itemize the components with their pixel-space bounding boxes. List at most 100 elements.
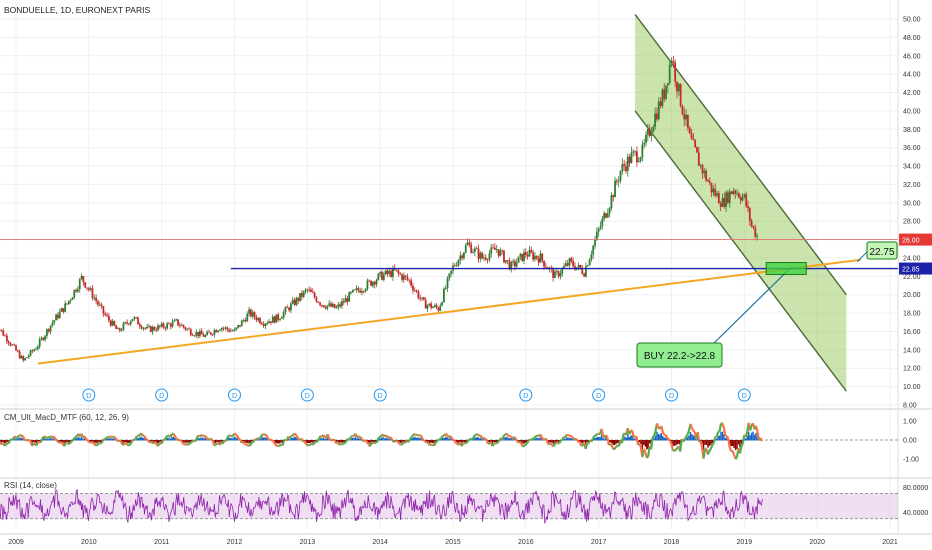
candle-body: [122, 323, 125, 330]
macd-bar: [442, 437, 444, 441]
channel-lower-line[interactable]: [634, 110, 847, 392]
candle-body: [290, 303, 292, 311]
target-callout[interactable]: 22.75: [866, 241, 898, 260]
dividend-marker[interactable]: [155, 388, 169, 402]
dividend-marker[interactable]: [519, 388, 533, 402]
candle-body: [29, 350, 32, 356]
candle-body: [752, 225, 755, 228]
candle-body: [31, 350, 34, 352]
candle-body: [705, 170, 707, 181]
macd-tick-label: 1.00: [903, 419, 917, 426]
macd-bar: [351, 437, 354, 441]
dividend-marker[interactable]: [592, 388, 606, 402]
macd-bar: [197, 437, 199, 441]
buy-zone[interactable]: [765, 262, 807, 275]
candle-body: [732, 190, 735, 194]
macd-line-segment: [491, 442, 495, 447]
macd-bar: [478, 438, 480, 441]
macd-bar: [267, 439, 269, 441]
macd-bar: [523, 440, 526, 444]
macd-line-segment: [708, 448, 712, 452]
macd-bar: [204, 438, 207, 441]
dividend-marker[interactable]: [737, 388, 751, 402]
target-pointer-line: [856, 251, 868, 262]
candle-body: [674, 62, 677, 82]
macd-bar: [309, 440, 311, 444]
macd-line-segment: [226, 435, 230, 439]
macd-bar: [580, 440, 582, 444]
candle-body: [539, 253, 542, 263]
macd-line-segment: [721, 423, 725, 429]
candle-body: [608, 207, 611, 214]
candle-body: [240, 320, 243, 327]
candle-body: [27, 355, 30, 358]
dividend-marker[interactable]: [82, 388, 96, 402]
macd-line-segment: [664, 434, 669, 439]
macd-bar: [745, 438, 747, 441]
macd-bar: [45, 439, 48, 441]
macd-bar: [549, 440, 552, 443]
candle-body: [648, 129, 651, 136]
macd-line-segment: [605, 434, 609, 439]
macd-bar: [111, 438, 113, 441]
macd-bar: [128, 440, 131, 443]
macd-line-segment: [298, 438, 301, 441]
price-tick-label: 44.00: [903, 72, 921, 79]
macd-line-segment: [749, 425, 753, 431]
price-tags: 26.00 22.85: [899, 233, 932, 275]
candle-body: [89, 288, 92, 290]
macd-bar: [76, 437, 78, 441]
macd-bar: [296, 438, 298, 441]
candle-body: [42, 337, 45, 340]
dividend-marker[interactable]: [373, 388, 387, 402]
macd-bar: [624, 436, 626, 441]
macd-bar: [474, 437, 476, 441]
macd-line-segment: [231, 434, 234, 438]
macd-bar: [236, 437, 239, 441]
macd-bar: [755, 432, 757, 441]
dividend-marker[interactable]: [228, 388, 241, 402]
macd-bar: [628, 437, 630, 441]
macd-bar: [369, 440, 371, 444]
support-trendline[interactable]: [37, 258, 861, 365]
dividend-marker[interactable]: [665, 388, 678, 402]
macd-bar: [567, 437, 569, 441]
candle-body: [676, 81, 678, 92]
price-axis[interactable]: 50.00 48.00 46.00 44.00 42.00 40.00 38.00 36.00…: [903, 17, 928, 517]
candle-body: [140, 326, 143, 329]
macd-bar: [599, 437, 601, 441]
buy-zone-rect[interactable]: [765, 262, 807, 275]
macd-line-segment: [608, 442, 612, 446]
last-price-tag-text: 26.00: [902, 238, 920, 245]
candle-body: [215, 330, 218, 333]
dividend-marker-label: D: [305, 393, 310, 400]
macd-bar: [431, 440, 434, 443]
macd-bar: [685, 438, 687, 441]
macd-bar: [689, 431, 692, 441]
candle-body: [590, 254, 593, 260]
macd-line-segment: [130, 439, 134, 444]
time-axis[interactable]: 2009 2010 2011 2012 2013 2014 2015 2016 2017 2018…: [8, 539, 898, 546]
buy-callout[interactable]: BUY 22.2->22.8: [636, 342, 723, 368]
macd-bar: [230, 438, 233, 441]
macd-line-segment: [332, 438, 336, 442]
candle-body: [492, 247, 494, 249]
candle-body: [583, 273, 585, 277]
macd-line-segment: [21, 434, 25, 438]
candle-body: [62, 308, 65, 312]
macd-line-segment: [347, 437, 351, 441]
candle-body: [519, 253, 522, 257]
candle-body: [199, 330, 201, 337]
macd-line-segment: [558, 439, 562, 444]
candle-body: [534, 255, 536, 260]
macd-line-segment: [666, 436, 670, 440]
candle-body: [734, 190, 737, 194]
macd-bar: [232, 437, 234, 441]
macd-bar: [324, 438, 326, 441]
macd-bar: [219, 440, 221, 443]
dividend-marker[interactable]: [300, 388, 314, 402]
channel-upper-line[interactable]: [634, 13, 847, 296]
macd-bar: [733, 440, 735, 448]
